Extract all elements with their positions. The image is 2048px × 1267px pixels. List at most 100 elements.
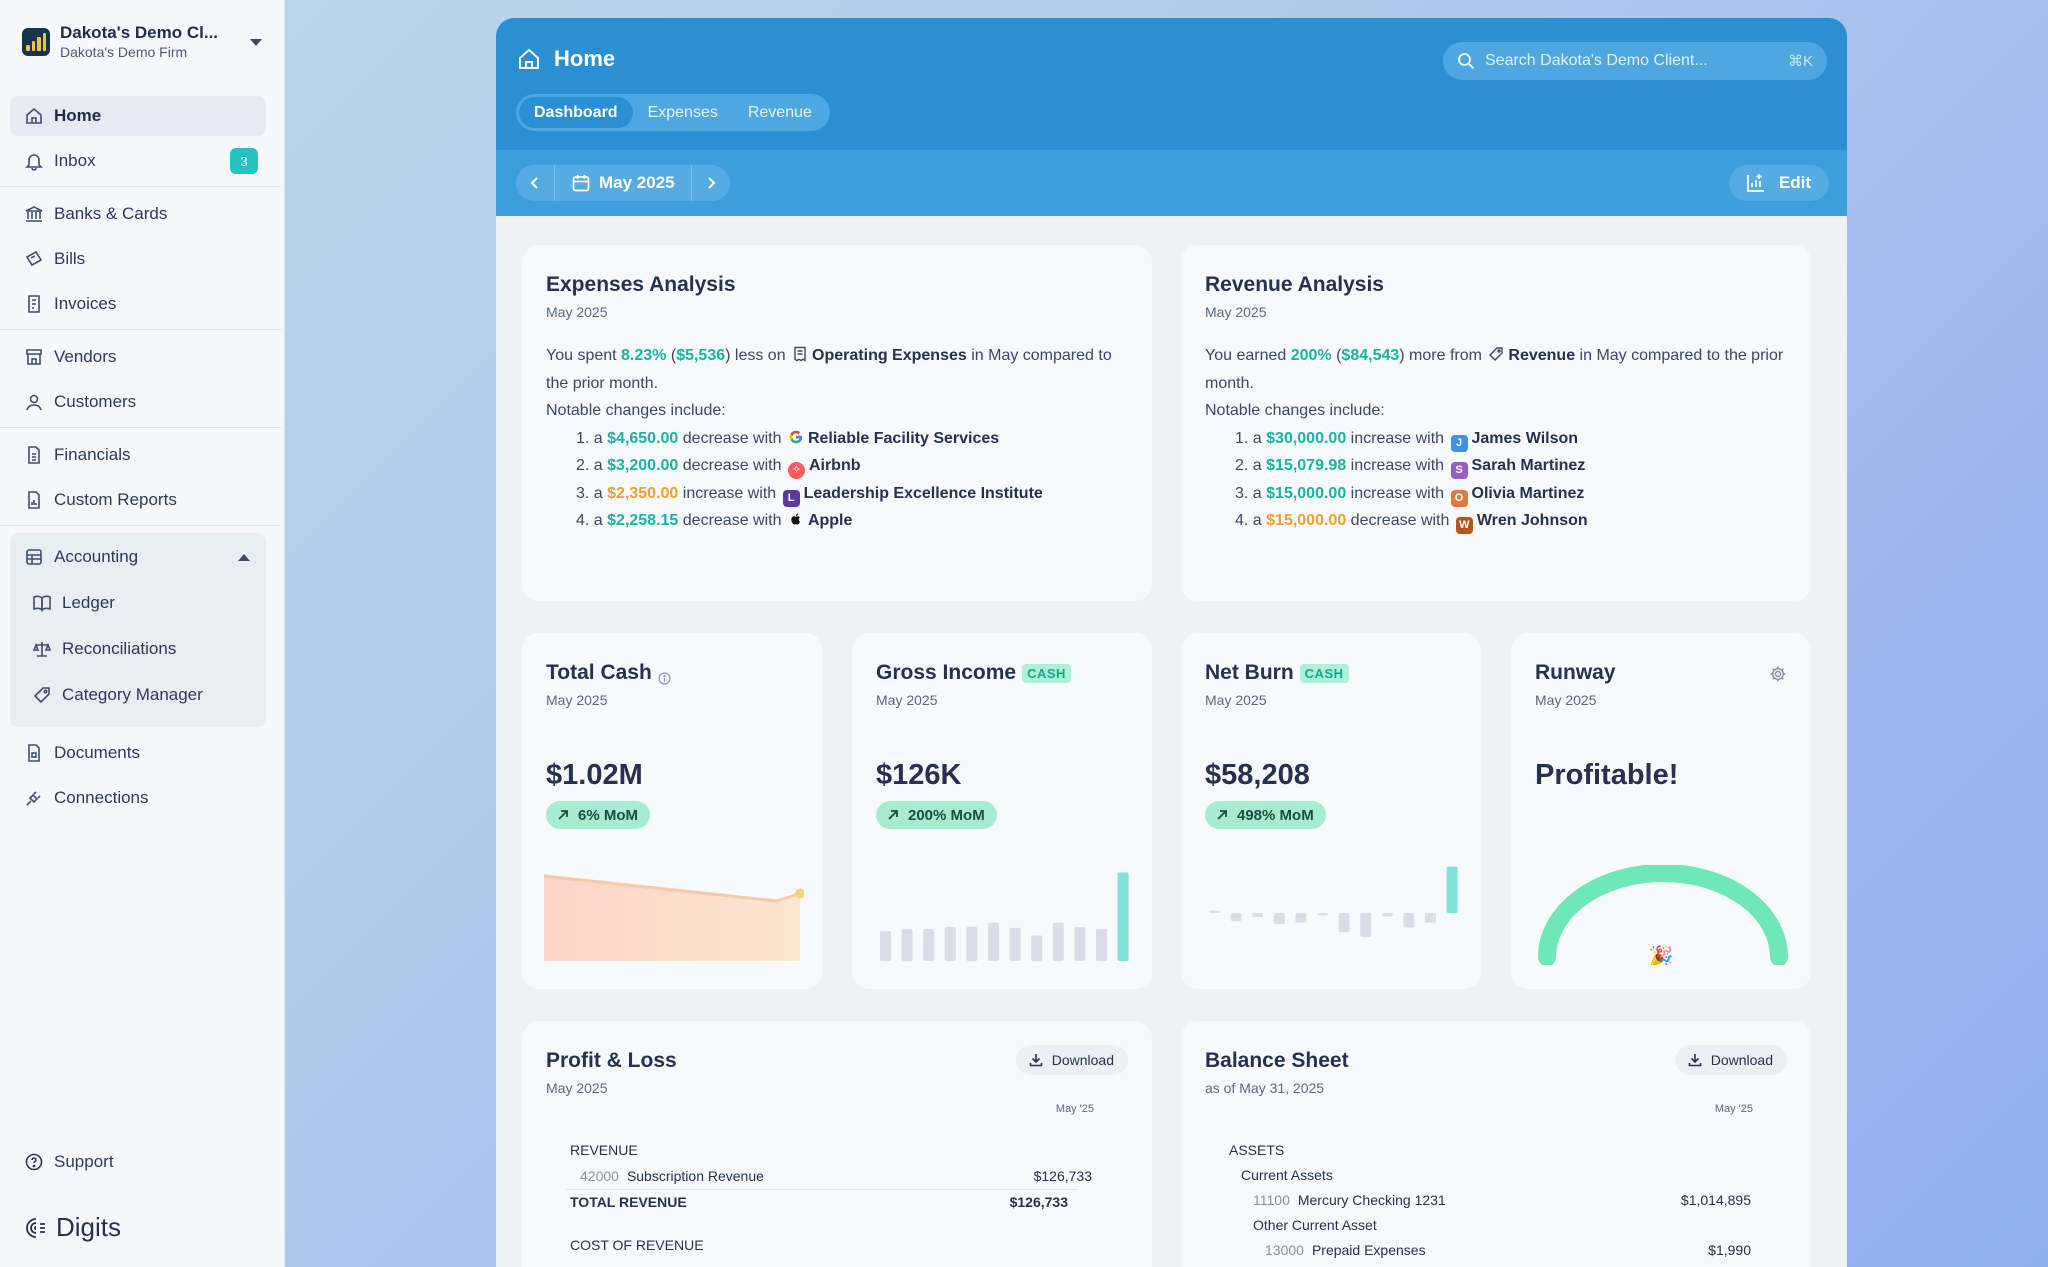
sidebar-item-home[interactable]: Home [10,96,266,136]
list-item: 3. a $2,350.00 increase with L Leadership… [546,480,1128,508]
kpi-value: $58,208 [1205,759,1310,791]
customer-link[interactable]: Olivia Martinez [1471,484,1585,502]
tag-icon [1488,344,1504,361]
period-select[interactable]: May 2025 [554,165,692,201]
account-name: Prepaid Expenses [1311,1242,1426,1258]
sidebar-item-custom-reports[interactable]: Custom Reports [10,480,266,520]
download-button[interactable]: Download [1015,1045,1128,1075]
card-title: Expenses Analysis [546,273,736,296]
table-row[interactable]: 13000 Prepaid Expenses $1,990 [1265,1239,1787,1261]
chevron-up-icon[interactable] [238,553,250,561]
income-bar [901,929,913,961]
notable-list: 1. a $4,650.00 decrease with Reliable Fa… [546,425,1128,535]
sidebar-item-banks[interactable]: Banks & Cards [10,194,266,234]
sidebar-item-documents[interactable]: Documents [10,733,266,773]
sidebar-item-financials[interactable]: Financials [10,435,266,475]
vendor-link[interactable]: Reliable Facility Services [807,429,1000,447]
gross-income-card[interactable]: Gross Income CASH May 2025 $126K 200% Mo… [851,632,1153,990]
house-icon [24,106,44,126]
edit-dashboard-button[interactable]: Edit [1728,165,1829,201]
bell-icon [24,151,44,171]
sidebar-item-support[interactable]: Support [24,1152,114,1172]
tab-expenses[interactable]: Expenses [647,103,718,121]
download-button[interactable]: Download [1674,1045,1787,1075]
net-burn-card[interactable]: Net Burn CASH May 2025 $58,208 498% MoM [1180,632,1482,990]
card-period: May 2025 [546,1080,608,1096]
notable-heading: Notable changes include: [1205,402,1385,419]
category-link[interactable]: Revenue [1508,347,1576,364]
page-title: Home [516,46,615,72]
sidebar-item-invoices[interactable]: Invoices [10,284,266,324]
summary-text: You spent [546,347,622,364]
sidebar-item-ledger[interactable]: Ledger [10,583,266,623]
search-input[interactable]: Search Dakota's Demo Client... ⌘K [1443,42,1827,80]
summary-text: in May compared to the prior month. [1205,347,1784,392]
vendor-link[interactable]: Leadership Excellence Institute [803,484,1043,502]
account-name: Mercury Checking 1231 [1297,1192,1446,1208]
google-logo-icon [788,427,804,443]
page-header: Home Dashboard Expenses Revenue Search D… [496,18,1847,150]
calendar-icon [571,173,591,193]
runway-gauge: 🎉 [1538,865,1788,965]
sidebar-item-label: Ledger [62,593,115,612]
chevron-down-icon[interactable] [250,38,262,46]
card-title: Net Burn CASH [1205,661,1349,685]
total-cash-card[interactable]: Total Cash May 2025 $1.02M 6% MoM [521,632,823,990]
vendor-link[interactable]: Airbnb [808,457,861,474]
cash-line [544,874,801,903]
sidebar-item-connections[interactable]: Connections [10,778,266,818]
card-period: as of May 31, 2025 [1205,1080,1325,1096]
client-switcher[interactable]: Dakota's Demo Cl... Dakota's Demo Firm [22,22,262,62]
receipt-icon [792,344,808,362]
gear-icon[interactable] [1769,665,1787,683]
burn-bar [1381,913,1393,917]
balance-sheet-card: Balance Sheet as of May 31, 2025 Downloa… [1180,1020,1812,1267]
sidebar-item-label: Financials [54,445,131,464]
subsection-heading: Current Assets [1241,1167,1333,1183]
scale-icon [32,639,52,659]
divider [0,525,281,526]
revenue-summary: You earned 200% ($84,543) more from Reve… [1205,342,1787,535]
card-title: Revenue Analysis [1205,273,1384,296]
sidebar-item-inbox[interactable]: Inbox 3 [10,141,266,181]
tab-dashboard[interactable]: Dashboard [519,97,633,128]
sidebar-item-customers[interactable]: Customers [10,382,266,422]
total-label: TOTAL REVENUE [570,1194,687,1210]
sidebar-item-bills[interactable]: Bills [10,239,266,279]
sidebar-item-vendors[interactable]: Vendors [10,337,266,377]
burn-bar [1446,866,1458,913]
customer-link[interactable]: Sarah Martinez [1471,457,1586,474]
column-header: May '25 [1714,1103,1753,1115]
info-icon[interactable] [658,667,671,685]
customer-link[interactable]: Wren Johnson [1476,512,1588,529]
table-row[interactable]: 11100 Mercury Checking 1231 $1,014,895 [1253,1189,1787,1211]
previous-period-button[interactable] [516,165,554,201]
table-row[interactable]: 42000 Subscription Revenue $126,733 [580,1165,1128,1187]
chart-edit-icon [1745,172,1767,194]
download-icon [1687,1052,1703,1068]
vendor-link[interactable]: Apple [807,512,853,529]
customer-link[interactable]: James Wilson [1471,429,1579,447]
client-logo [22,28,50,56]
runway-card[interactable]: Runway May 2025 Profitable! 🎉 [1510,632,1812,990]
store-icon [24,347,44,367]
sidebar-item-accounting[interactable]: Accounting [10,537,266,577]
sidebar-item-label: Bills [54,249,86,268]
account-amount: $1,014,895 [1680,1192,1751,1208]
sidebar-item-label: Accounting [54,547,139,566]
runway-gauge-arc [1538,865,1788,965]
burn-bar [1252,913,1264,917]
tag-icon [32,685,52,705]
tab-revenue[interactable]: Revenue [747,103,812,121]
cash-tag: CASH [1022,663,1071,683]
next-period-button[interactable] [692,165,730,201]
sidebar-item-category-manager[interactable]: Category Manager [10,675,266,715]
sidebar-item-reconciliations[interactable]: Reconciliations [10,629,266,669]
gross-income-bar-chart [880,872,1129,961]
chevron-left-icon [527,175,543,191]
category-link[interactable]: Operating Expenses [812,347,967,364]
section-heading: COST OF REVENUE [570,1237,704,1253]
list-item: 2. a $3,200.00 decrease with ✧ Airbnb [546,452,1128,480]
income-bar [966,926,978,961]
kpi-value: $126K [876,759,962,791]
